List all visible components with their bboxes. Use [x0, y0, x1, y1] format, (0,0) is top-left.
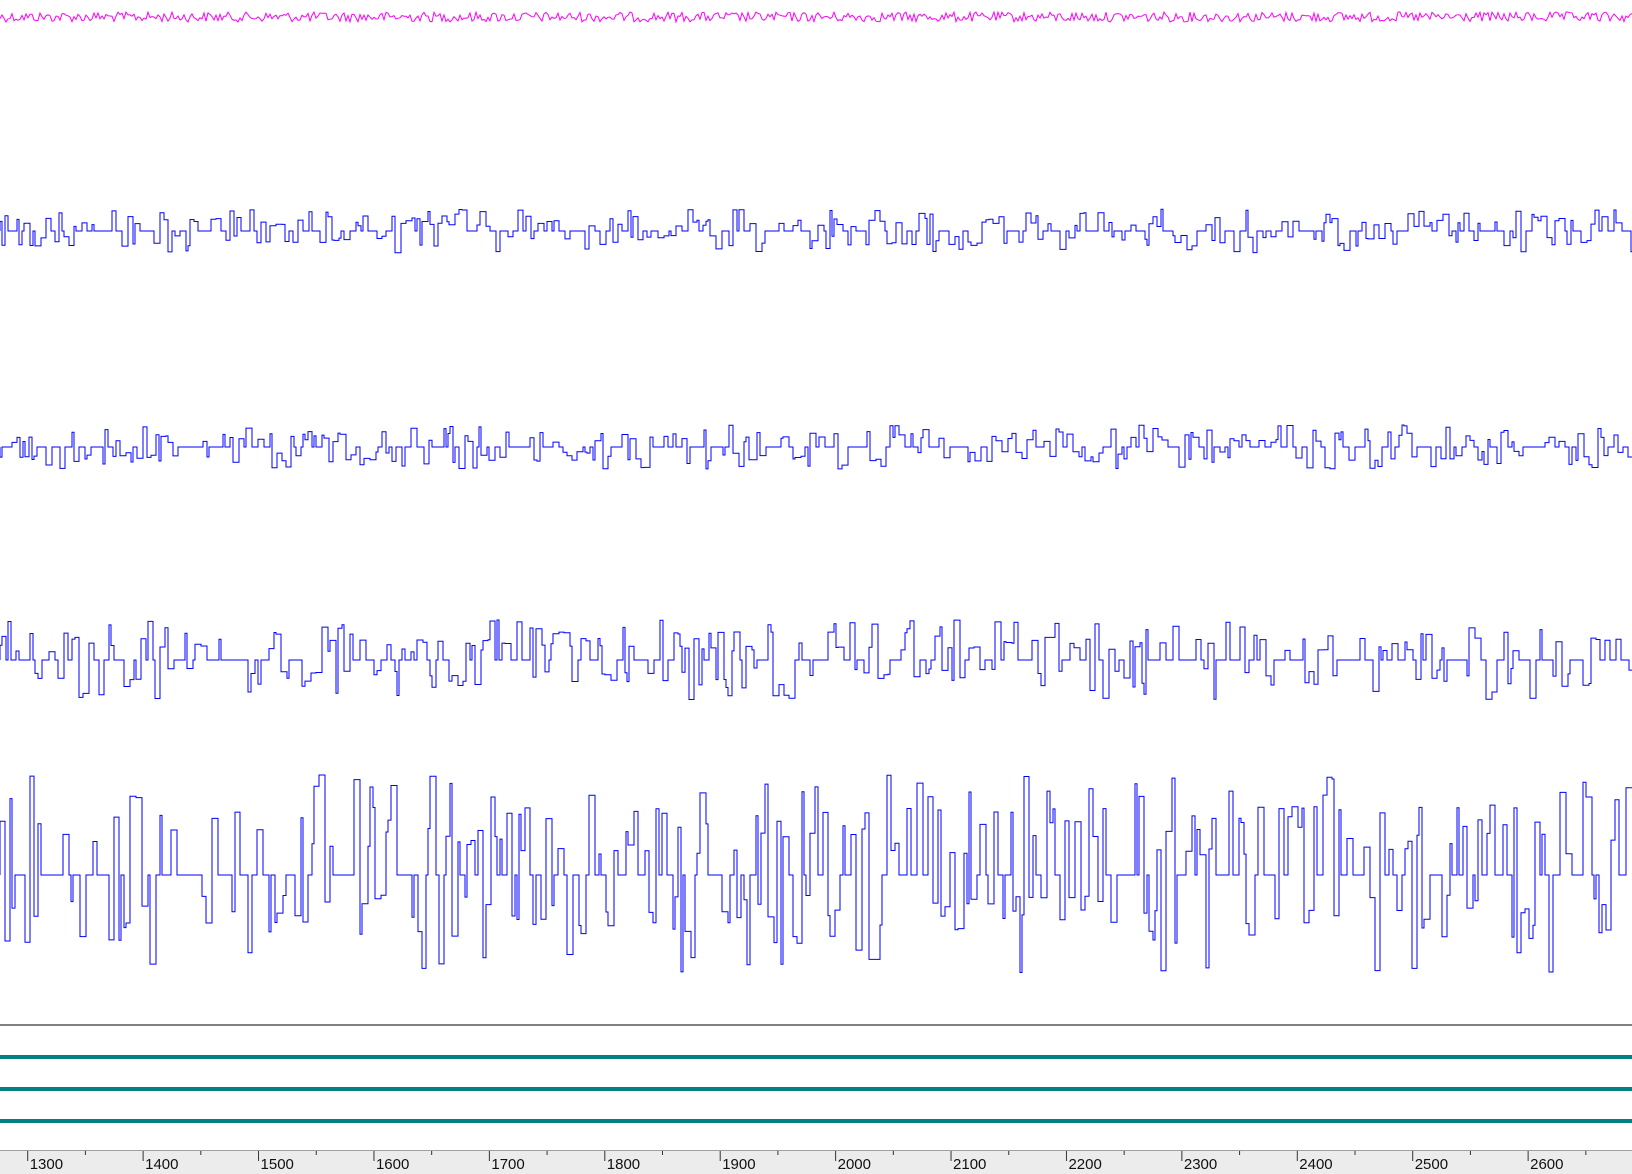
- x-axis-ruler[interactable]: 1300 1400 1500 1600 1700 1800 1900 2000 2100 2200…: [0, 1150, 1632, 1174]
- tick-label-1700: 1700: [491, 1156, 524, 1173]
- noise-trace-1: [0, 10, 1632, 24]
- trace-plot-area[interactable]: [0, 0, 1632, 1150]
- signal-trace-4: [0, 619, 1632, 700]
- signal-trace-5: [0, 774, 1632, 973]
- signal-trace-2: [0, 208, 1632, 254]
- signal-trace-3: [0, 424, 1632, 470]
- tick-label-2100: 2100: [953, 1156, 986, 1173]
- tick-label-2000: 2000: [838, 1156, 871, 1173]
- tick-label-1900: 1900: [722, 1156, 755, 1173]
- tick-label-1500: 1500: [261, 1156, 294, 1173]
- tick-label-2500: 2500: [1415, 1156, 1448, 1173]
- tick-label-2200: 2200: [1068, 1156, 1101, 1173]
- tick-label-1300: 1300: [30, 1156, 63, 1173]
- tick-label-1400: 1400: [145, 1156, 178, 1173]
- x-axis-ticks: 1300 1400 1500 1600 1700 1800 1900 2000 2100 2200…: [27, 1151, 1587, 1173]
- tick-label-2600: 2600: [1530, 1156, 1563, 1173]
- tick-label-2400: 2400: [1299, 1156, 1332, 1173]
- tick-label-2300: 2300: [1184, 1156, 1217, 1173]
- tick-label-1600: 1600: [376, 1156, 409, 1173]
- tick-label-1800: 1800: [607, 1156, 640, 1173]
